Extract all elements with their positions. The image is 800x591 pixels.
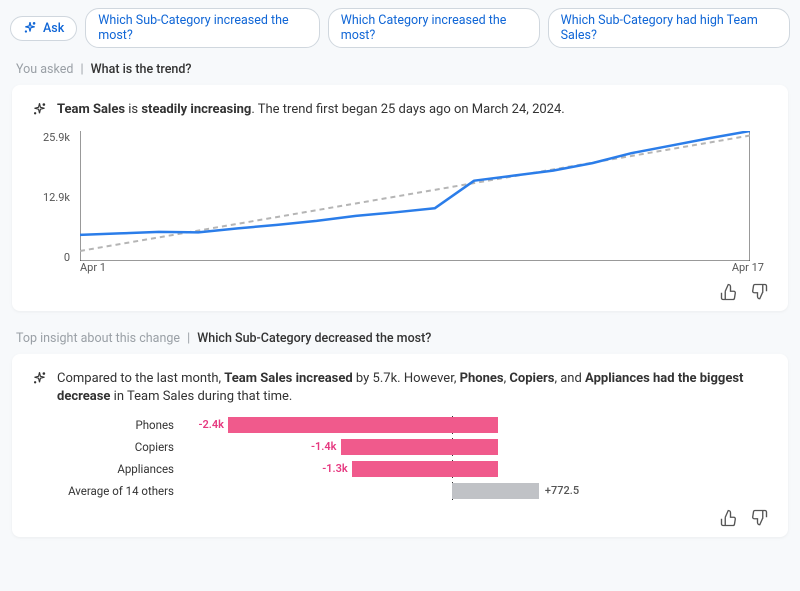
separator: | <box>187 331 190 346</box>
bar-track: +772.5 <box>182 483 768 499</box>
bar-fill <box>341 439 499 455</box>
header-prefix: You asked <box>16 62 73 77</box>
bar-label: Average of 14 others <box>32 484 182 498</box>
thumbs-up-button[interactable] <box>720 509 738 527</box>
trend-card: Team Sales is steadily increasing. The t… <box>12 85 788 311</box>
suggestion-pill-2[interactable]: Which Sub-Category had high Team Sales? <box>548 8 790 48</box>
bar-track: -1.3k <box>182 461 768 477</box>
header-question: Which Sub-Category decreased the most? <box>197 331 431 346</box>
bar-fill <box>352 461 498 477</box>
bar-row: Average of 14 others +772.5 <box>32 481 768 501</box>
section-header-2: Top insight about this change | Which Su… <box>0 327 800 354</box>
bar-card: Compared to the last month, Team Sales i… <box>12 354 788 536</box>
thumbs-up-button[interactable] <box>720 283 738 301</box>
bar-value: -1.4k <box>311 440 337 453</box>
ask-button[interactable]: Ask <box>10 16 77 41</box>
bar-row: Appliances -1.3k <box>32 459 768 479</box>
sparkle-icon <box>32 371 47 406</box>
sparkle-icon <box>32 102 47 123</box>
insight-text: Team Sales is steadily increasing. The t… <box>32 101 768 123</box>
bar-value: -1.3k <box>322 462 348 475</box>
bar-label: Appliances <box>32 462 182 476</box>
bar-track: -2.4k <box>182 417 768 433</box>
ask-label: Ask <box>43 21 64 36</box>
feedback-row <box>32 277 768 301</box>
suggestion-pill-1[interactable]: Which Category increased the most? <box>328 8 540 48</box>
separator: | <box>80 62 83 77</box>
feedback-row <box>32 503 768 527</box>
bar-value: +772.5 <box>545 484 579 497</box>
section-header-1: You asked | What is the trend? <box>0 58 800 85</box>
bar-chart: Phones -2.4k Copiers -1.4k Appliances -1.3k Av… <box>32 415 768 501</box>
insight-text: Compared to the last month, Team Sales i… <box>32 370 768 406</box>
header-question: What is the trend? <box>91 62 192 77</box>
bar-fill <box>228 417 498 433</box>
thumbs-down-button[interactable] <box>750 509 768 527</box>
x-axis-labels: Apr 1 Apr 17 <box>80 261 764 274</box>
bar-fill <box>452 483 539 499</box>
bar-row: Copiers -1.4k <box>32 437 768 457</box>
bar-label: Copiers <box>32 440 182 454</box>
suggestion-pill-0[interactable]: Which Sub-Category increased the most? <box>85 8 320 48</box>
trend-chart: 25.9k 12.9k 0 Apr 1 Apr 17 <box>32 131 768 277</box>
suggestion-pill-row: Ask Which Sub-Category increased the mos… <box>0 0 800 58</box>
bar-track: -1.4k <box>182 439 768 455</box>
trend-svg <box>80 131 750 261</box>
header-prefix: Top insight about this change <box>16 331 180 346</box>
sparkle-icon <box>23 21 37 35</box>
thumbs-down-button[interactable] <box>750 283 768 301</box>
insight-sentence: Team Sales is steadily increasing. The t… <box>57 101 565 123</box>
bar-value: -2.4k <box>198 418 224 431</box>
insight-sentence: Compared to the last month, Team Sales i… <box>57 370 768 406</box>
bar-row: Phones -2.4k <box>32 415 768 435</box>
bar-label: Phones <box>32 418 182 432</box>
